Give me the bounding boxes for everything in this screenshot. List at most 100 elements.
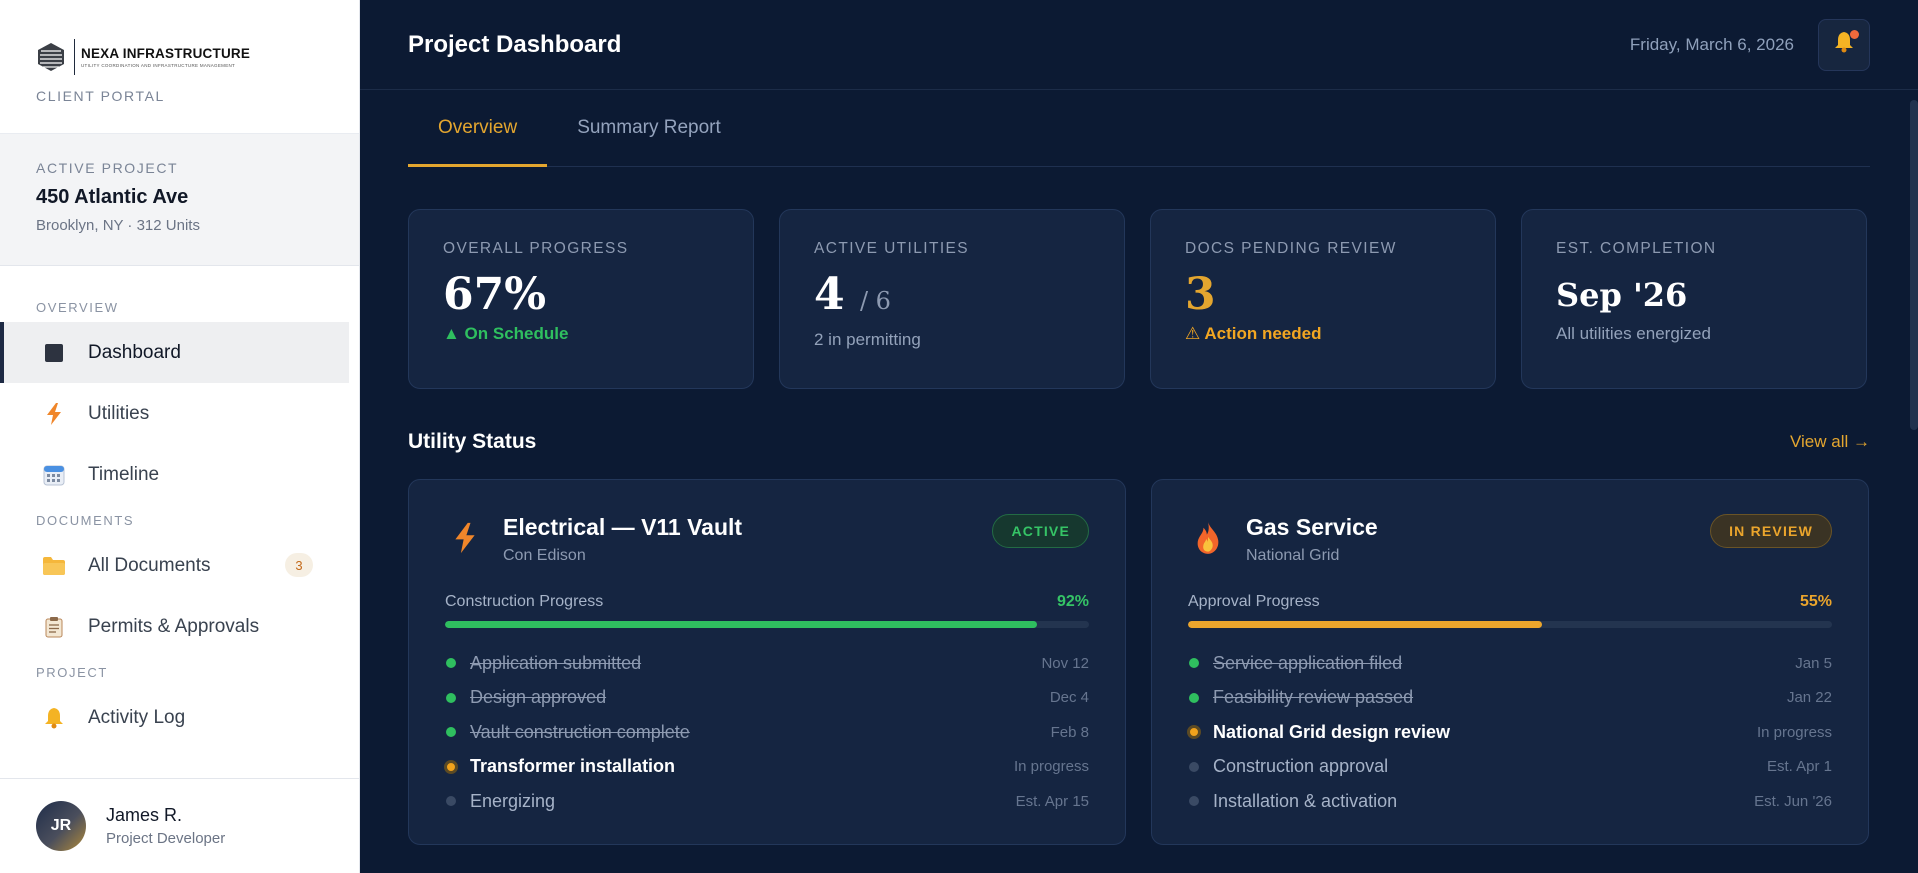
- brand-divider: [74, 39, 75, 75]
- brand-tagline: UTILITY COORDINATION AND INFRASTRUCTURE …: [81, 62, 236, 68]
- sidebar-item-label: Utilities: [88, 402, 150, 424]
- notification-dot: [1850, 29, 1859, 39]
- scrollbar-thumb[interactable]: [1910, 100, 1918, 430]
- utility-card-electrical[interactable]: Electrical — V11 Vault Con Edison ACTIVE…: [408, 479, 1126, 845]
- user-role: Project Developer: [106, 830, 226, 847]
- milestone-date: Est. Apr 1: [1766, 758, 1832, 776]
- sidebar-item-label: Activity Log: [88, 706, 186, 728]
- milestone-current-dot: [1187, 725, 1201, 740]
- milestone-complete-dot: [446, 727, 456, 738]
- main-content: Project Dashboard Friday, March 6, 2026 …: [360, 0, 1918, 873]
- nav-section-overview: OVERVIEW: [36, 300, 119, 315]
- sidebar-item-label: Permits & Approvals: [88, 615, 260, 637]
- utility-cards: Electrical — V11 Vault Con Edison ACTIVE…: [408, 479, 1870, 845]
- milestone-pending-dot: [446, 796, 456, 807]
- milestone-label: Energizing: [470, 790, 556, 811]
- progress-bar: [445, 621, 1089, 628]
- stat-note: All utilities energized: [1556, 324, 1711, 343]
- milestone-complete-dot: [446, 658, 456, 669]
- sidebar-item-label: Dashboard: [88, 341, 181, 363]
- milestone-date: In progress: [1756, 723, 1832, 741]
- milestone-pending-dot: [1189, 761, 1199, 772]
- milestone-date: Jan 22: [1786, 689, 1832, 707]
- dashboard-content: Overview Summary Report OVERALL PROGRESS…: [360, 90, 1918, 845]
- stat-card-docs-pending[interactable]: DOCS PENDING REVIEW 3 ⚠ Action needed: [1150, 209, 1496, 389]
- lightning-icon: [445, 518, 485, 558]
- milestone-complete-dot: [446, 692, 456, 703]
- clipboard-icon: [42, 615, 66, 639]
- sidebar-item-label: All Documents: [88, 554, 211, 576]
- milestone-label: Application submitted: [470, 652, 642, 673]
- stat-note: ▲ On Schedule: [443, 324, 569, 343]
- sidebar-item-all-documents[interactable]: All Documents 3: [0, 535, 349, 596]
- stat-label: ACTIVE UTILITIES: [814, 240, 970, 257]
- progress-fill: [1188, 621, 1543, 628]
- stat-card-est-completion: EST. COMPLETION Sep '26 All utilities en…: [1521, 209, 1867, 389]
- milestone-pending-dot: [1189, 796, 1199, 807]
- progress-percent: 55%: [1799, 593, 1832, 610]
- utility-provider: Con Edison: [503, 547, 586, 564]
- milestone-label: Feasibility review passed: [1213, 687, 1414, 708]
- stat-label: OVERALL PROGRESS: [443, 240, 629, 257]
- stat-card-active-utilities: ACTIVE UTILITIES 4 / 6 2 in permitting: [779, 209, 1125, 389]
- list-item: Transformer installation In progress: [444, 750, 1089, 785]
- lightning-icon: [42, 402, 66, 426]
- milestone-label: Installation & activation: [1213, 790, 1398, 811]
- tab-summary-report[interactable]: Summary Report: [577, 117, 721, 138]
- current-date: Friday, March 6, 2026: [1629, 34, 1794, 54]
- folder-icon: [42, 554, 66, 578]
- milestone-label: Transformer installation: [470, 756, 676, 777]
- stats-row: OVERALL PROGRESS 67% ▲ On Schedule ACTIV…: [408, 209, 1870, 389]
- brand-name: NEXA INFRASTRUCTURE: [81, 45, 251, 61]
- utility-provider: National Grid: [1246, 547, 1340, 564]
- sidebar: NEXA INFRASTRUCTURE UTILITY COORDINATION…: [0, 0, 360, 873]
- status-badge: IN REVIEW: [1710, 514, 1832, 548]
- tab-bar: Overview Summary Report: [408, 90, 1870, 167]
- portal-label: CLIENT PORTAL: [36, 88, 165, 104]
- progress-bar: [1188, 621, 1832, 628]
- milestone-date: Est. Apr 15: [1015, 792, 1089, 810]
- active-project-panel[interactable]: ACTIVE PROJECT 450 Atlantic Ave Brooklyn…: [0, 134, 359, 266]
- notifications-button[interactable]: [1818, 18, 1870, 71]
- bell-icon: [42, 706, 66, 730]
- progress-fill: [445, 621, 1038, 628]
- stat-value: 4: [814, 269, 845, 320]
- brand-logo-row[interactable]: NEXA INFRASTRUCTURE UTILITY COORDINATION…: [36, 38, 323, 76]
- milestone-complete-dot: [1189, 658, 1199, 669]
- utility-status-header: Utility Status View all →: [408, 429, 1870, 455]
- stat-value: 3: [1185, 269, 1216, 320]
- sidebar-item-label: Timeline: [88, 463, 160, 485]
- nexa-logo-icon: [36, 42, 66, 72]
- page-title: Project Dashboard: [408, 30, 622, 58]
- milestone-label: Design approved: [470, 687, 607, 708]
- utility-name: Electrical — V11 Vault: [503, 514, 743, 540]
- sidebar-item-utilities[interactable]: Utilities: [0, 383, 349, 444]
- milestone-current-dot: [444, 759, 458, 774]
- milestone-label: Vault construction complete: [470, 721, 690, 742]
- avatar: JR: [36, 801, 86, 851]
- milestone-date: Feb 8: [1050, 723, 1089, 741]
- milestone-date: Dec 4: [1049, 689, 1089, 707]
- tab-overview[interactable]: Overview: [408, 90, 548, 167]
- stat-label: EST. COMPLETION: [1556, 240, 1717, 257]
- dashboard-icon: [42, 341, 66, 365]
- utility-card-gas[interactable]: Gas Service National Grid IN REVIEW Appr…: [1151, 479, 1869, 845]
- list-item: Application submitted Nov 12: [445, 646, 1089, 681]
- list-item: Energizing Est. Apr 15: [445, 784, 1089, 819]
- user-profile[interactable]: JR James R. Project Developer: [0, 778, 359, 873]
- utility-name: Gas Service: [1246, 514, 1378, 540]
- sidebar-item-timeline[interactable]: Timeline: [0, 444, 349, 505]
- milestone-label: National Grid design review: [1213, 721, 1451, 742]
- list-item: Construction approval Est. Apr 1: [1188, 750, 1832, 785]
- stat-value: Sep '26: [1556, 276, 1688, 314]
- sidebar-item-dashboard[interactable]: Dashboard: [0, 322, 349, 383]
- view-all-link[interactable]: View all →: [1790, 432, 1870, 451]
- milestone-complete-dot: [1189, 692, 1199, 703]
- stat-denominator: / 6: [859, 287, 891, 315]
- progress-percent: 92%: [1056, 593, 1089, 610]
- sidebar-item-activity-log[interactable]: Activity Log: [0, 687, 349, 748]
- active-project-name: 450 Atlantic Ave: [36, 186, 189, 208]
- list-item: Vault construction complete Feb 8: [445, 715, 1089, 750]
- milestone-list: Application submitted Nov 12 Design appro…: [444, 646, 1089, 819]
- sidebar-item-permits[interactable]: Permits & Approvals: [0, 596, 349, 657]
